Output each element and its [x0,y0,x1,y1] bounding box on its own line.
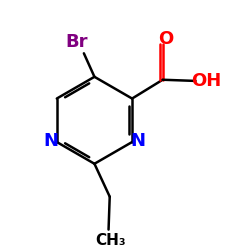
Text: N: N [130,132,146,150]
Text: N: N [44,132,59,150]
Text: Br: Br [66,33,88,51]
Text: OH: OH [191,72,221,90]
Text: CH₃: CH₃ [96,233,126,248]
Text: O: O [158,30,174,48]
